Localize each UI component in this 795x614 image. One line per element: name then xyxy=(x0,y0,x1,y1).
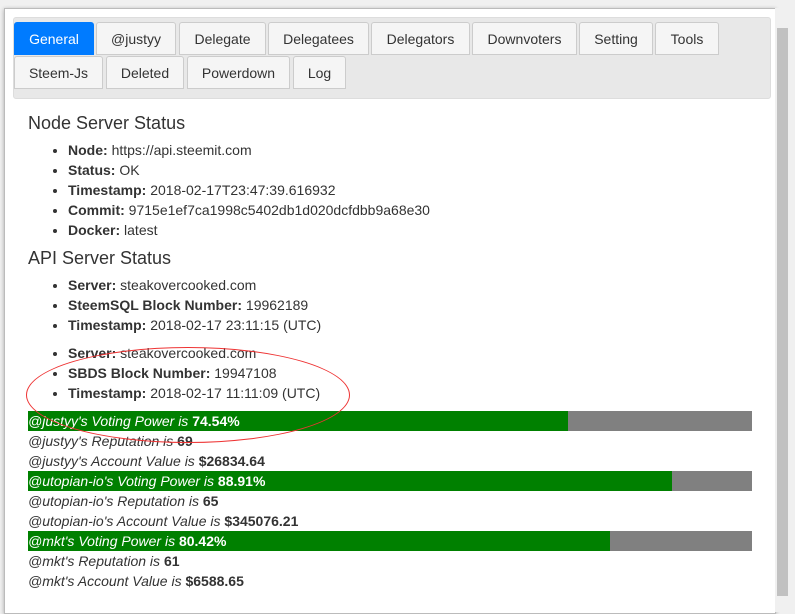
status-item: Status: OK xyxy=(68,160,758,180)
tab-downvoters[interactable]: Downvoters xyxy=(472,22,577,55)
node-item: Node: https://api.steemit.com xyxy=(68,140,758,160)
tab-delegatees[interactable]: Delegatees xyxy=(268,22,369,55)
accounts-section: @justyy's Voting Power is 74.54% @justyy… xyxy=(28,411,758,591)
tab-steem-js[interactable]: Steem-Js xyxy=(14,56,103,89)
reputation-text: @mkt's Reputation is 61 xyxy=(28,553,180,569)
server-item: Server: steakovercooked.com xyxy=(68,343,758,363)
tab-justyy[interactable]: @justyy xyxy=(96,22,176,55)
account-value-text: @justyy's Account Value is $26834.64 xyxy=(28,453,265,469)
block-item: SteemSQL Block Number: 19962189 xyxy=(68,295,758,315)
node-status-heading: Node Server Status xyxy=(28,113,186,133)
timestamp-item: Timestamp: 2018-02-17T23:47:39.616932 xyxy=(68,180,758,200)
steemsql-status-list: Server: steakovercooked.com SteemSQL Blo… xyxy=(28,275,758,335)
scrollbar[interactable] xyxy=(775,8,790,612)
reputation-text: @justyy's Reputation is 69 xyxy=(28,433,193,449)
voting-power-bar: @utopian-io's Voting Power is 88.91% xyxy=(28,471,752,491)
voting-power-text: @utopian-io's Voting Power is 88.91% xyxy=(28,473,266,489)
tab-delegators[interactable]: Delegators xyxy=(371,22,470,55)
voting-power-text: @justyy's Voting Power is 74.54% xyxy=(28,413,240,429)
server-item: Server: steakovercooked.com xyxy=(68,275,758,295)
block-item: SBDS Block Number: 19947108 xyxy=(68,363,758,383)
voting-power-text: @mkt's Voting Power is 80.42% xyxy=(28,533,227,549)
account-value-text: @utopian-io's Account Value is $345076.2… xyxy=(28,513,299,529)
reputation-text: @utopian-io's Reputation is 65 xyxy=(28,493,219,509)
tab-setting[interactable]: Setting xyxy=(579,22,653,55)
tab-general[interactable]: General xyxy=(14,22,94,55)
extension-popup: General @justyy Delegate Delegatees Dele… xyxy=(4,8,776,614)
tab-deleted[interactable]: Deleted xyxy=(106,56,184,89)
account-value-text: @mkt's Account Value is $6588.65 xyxy=(28,573,244,589)
api-status-heading: API Server Status xyxy=(28,248,172,268)
voting-power-fill xyxy=(28,471,672,491)
voting-power-bar: @mkt's Voting Power is 80.42% xyxy=(28,531,752,551)
timestamp-item: Timestamp: 2018-02-17 11:11:09 (UTC) xyxy=(68,383,758,403)
docker-item: Docker: latest xyxy=(68,220,758,240)
scrollbar-thumb[interactable] xyxy=(777,28,788,596)
voting-power-fill xyxy=(28,411,568,431)
node-status-list: Node: https://api.steemit.com Status: OK… xyxy=(28,140,758,240)
commit-item: Commit: 9715e1ef7ca1998c5402db1d020dcfdb… xyxy=(68,200,758,220)
tab-log[interactable]: Log xyxy=(293,56,346,89)
sbds-status-list: Server: steakovercooked.com SBDS Block N… xyxy=(28,343,758,403)
voting-power-bar: @justyy's Voting Power is 74.54% xyxy=(28,411,752,431)
voting-power-fill xyxy=(28,531,611,551)
general-content: Node Server Status Node: https://api.ste… xyxy=(28,109,758,591)
tab-tools[interactable]: Tools xyxy=(655,22,719,55)
tab-powerdown[interactable]: Powerdown xyxy=(187,56,290,89)
timestamp-item: Timestamp: 2018-02-17 23:11:15 (UTC) xyxy=(68,315,758,335)
tab-delegate[interactable]: Delegate xyxy=(179,22,266,55)
tab-bar: General @justyy Delegate Delegatees Dele… xyxy=(13,17,771,99)
